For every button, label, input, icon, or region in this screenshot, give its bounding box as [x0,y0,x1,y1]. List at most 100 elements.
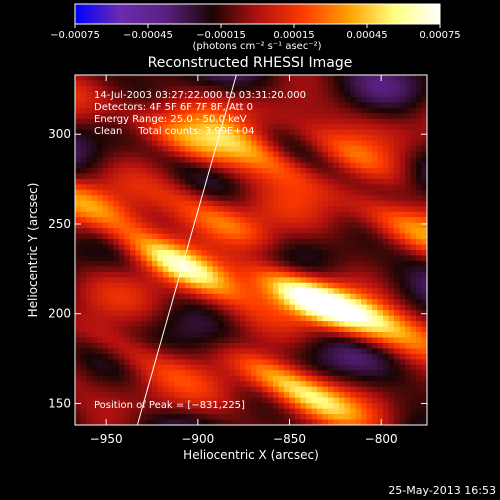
heatmap-cell [256,217,263,224]
heatmap-cell [278,96,285,103]
heatmap-cell [300,403,307,410]
heatmap-cell [108,282,115,289]
heatmap-cell [355,326,362,333]
heatmap-cell [240,189,247,196]
heatmap-cell [119,206,126,213]
heatmap-cell [75,260,82,268]
heatmap-cell [322,151,329,158]
heatmap-cell [394,304,401,311]
heatmap-cell [196,217,203,224]
heatmap-cell [322,124,329,131]
heatmap-cell [344,342,351,350]
heatmap-cell [333,91,340,98]
heatmap-cell [339,113,346,120]
heatmap-cell [262,282,269,289]
heatmap-cell [377,75,384,82]
heatmap-cell [284,91,291,98]
heatmap-cell [366,124,373,131]
heatmap-cell [130,222,137,229]
heatmap-cell [75,206,82,213]
heatmap-cell [75,107,82,114]
heatmap-cell [421,206,427,213]
heatmap-cell [240,146,247,153]
heatmap-cell [317,288,324,295]
heatmap-cell [421,266,427,273]
heatmap-cell [421,260,427,268]
heatmap-cell [146,299,153,306]
heatmap-cell [229,113,236,120]
heatmap-cell [234,118,241,125]
heatmap-cell [97,271,104,278]
heatmap-cell [108,408,115,415]
heatmap-cell [163,113,170,120]
heatmap-cell [157,403,164,410]
heatmap-cell [212,403,219,410]
heatmap-cell [383,370,390,377]
heatmap-cell [223,288,230,295]
heatmap-cell [91,397,98,404]
heatmap-cell [405,315,412,322]
heatmap-cell [328,299,335,306]
heatmap-cell [284,162,291,169]
heatmap-cell [190,124,197,131]
heatmap-cell [152,277,159,284]
heatmap-cell [311,178,318,185]
heatmap-cell [256,381,263,388]
heatmap-cell [416,288,423,295]
heatmap-cell [97,228,104,235]
heatmap-cell [333,299,340,306]
heatmap-cell [201,135,208,142]
heatmap-cell [102,260,109,268]
heatmap-cell [394,173,401,180]
heatmap-cell [267,288,274,295]
heatmap-cell [212,337,219,344]
heatmap-cell [306,255,313,262]
heatmap-cell [185,118,192,125]
heatmap-cell [383,277,390,284]
heatmap-cell [201,353,208,360]
heatmap-cell [366,102,373,109]
heatmap-cell [267,228,274,235]
heatmap-cell [190,370,197,377]
heatmap-cell [174,332,181,339]
heatmap-cell [344,277,351,284]
heatmap-cell [306,211,313,218]
heatmap-cell [273,299,280,306]
solar-limb-line [136,75,237,425]
heatmap-cell [218,397,225,404]
heatmap-cell [328,113,335,120]
heatmap-cell [91,239,98,246]
heatmap-cell [124,348,131,355]
heatmap-cell [80,271,87,278]
heatmap-cell [218,140,225,147]
heatmap-cell [317,184,324,191]
heatmap-cell [339,129,346,136]
heatmap-cell [284,321,291,328]
heatmap-cell [91,315,98,322]
heatmap-cell [185,260,192,268]
heatmap-cell [284,255,291,262]
heatmap-cell [245,260,252,268]
heatmap-cell [262,271,269,278]
heatmap-cell [163,217,170,224]
heatmap-cell [339,167,346,175]
heatmap-cell [130,157,137,164]
heatmap-cell [383,375,390,382]
heatmap-cell [245,310,252,317]
heatmap-cell [135,397,142,404]
heatmap-cell [300,217,307,224]
heatmap-cell [190,321,197,328]
heatmap-cell [245,359,252,366]
heatmap-cell [333,151,340,158]
heatmap-cell [75,184,82,191]
heatmap-cell [163,326,170,333]
heatmap-cell [75,162,82,169]
heatmap-cell [141,129,148,136]
heatmap-cell [124,332,131,339]
heatmap-cell [267,184,274,191]
heatmap-cell [361,392,368,399]
heatmap-cell [229,299,236,306]
heatmap-cell [196,381,203,388]
heatmap-cell [223,342,230,350]
heatmap-cell [190,326,197,333]
